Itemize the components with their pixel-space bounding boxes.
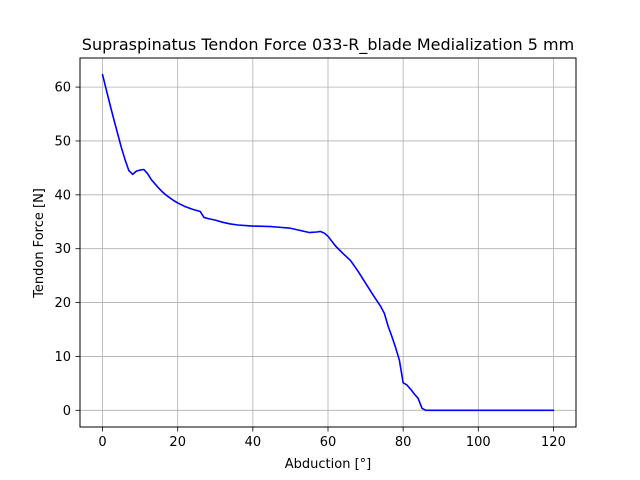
y-tick-label: 60 — [54, 81, 71, 96]
series-line — [101, 73, 555, 412]
x-tick-label: 0 — [98, 435, 106, 450]
y-tick-label: 50 — [54, 134, 71, 149]
x-tick-label: 20 — [169, 435, 186, 450]
tick-layer: 0 20 40 60 80 100 120 0 10 20 30 40 50 60 — [54, 81, 565, 450]
chart-title: Supraspinatus Tendon Force 033-R_blade M… — [82, 35, 574, 55]
x-tick-label: 80 — [395, 435, 412, 450]
y-tick-label: 20 — [54, 296, 71, 311]
x-tick-label: 40 — [245, 435, 262, 450]
y-axis-label: Tendon Force [N] — [32, 188, 47, 299]
series-layer — [101, 73, 555, 412]
x-tick-label: 60 — [320, 435, 337, 450]
x-tick-label: 100 — [466, 435, 491, 450]
y-tick-label: 0 — [63, 404, 71, 419]
y-tick-label: 10 — [54, 350, 71, 365]
grid-layer — [80, 58, 576, 427]
y-tick-label: 30 — [54, 242, 71, 257]
y-tick-label: 40 — [54, 188, 71, 203]
x-axis-label: Abduction [°] — [285, 457, 371, 472]
x-tick-label: 120 — [541, 435, 566, 450]
